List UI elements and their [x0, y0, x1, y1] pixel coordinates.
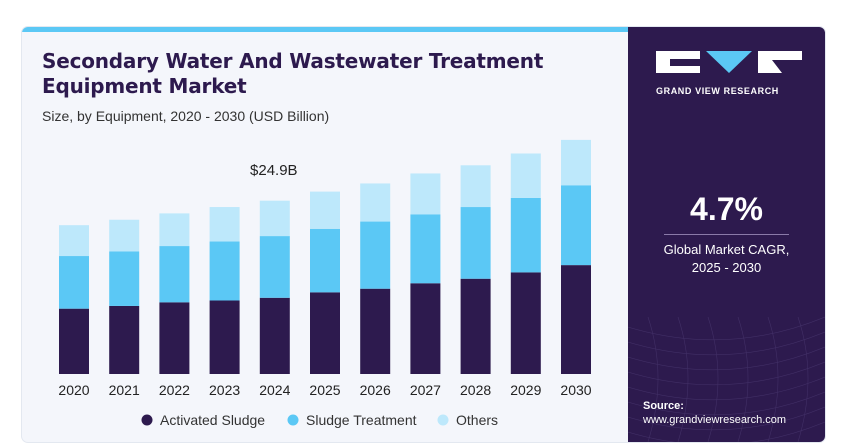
chart-title: Secondary Water And Wastewater Treatment…: [42, 49, 544, 98]
bar-activated-sludge-2028: [460, 278, 491, 374]
grid-mesh-decoration: [628, 316, 825, 442]
chart-panel: Secondary Water And Wastewater Treatment…: [22, 27, 628, 442]
legend-label-activated-sludge: Activated Sludge: [160, 412, 265, 428]
x-tick-label-2021: 2021: [109, 382, 140, 398]
x-tick-label-2020: 2020: [58, 382, 89, 398]
bar-others-2024: [259, 200, 290, 237]
bar-activated-sludge-2026: [360, 288, 391, 374]
legend-marker-sludge-treatment: [287, 414, 299, 426]
bar-activated-sludge-2027: [410, 283, 441, 374]
bar-others-2020: [59, 225, 89, 257]
bar-sludge-treatment-2029: [510, 197, 541, 273]
bar-others-2029: [510, 153, 541, 198]
bar-sludge-treatment-2023: [209, 241, 240, 301]
bar-sludge-treatment-2026: [360, 221, 391, 289]
gvr-logo-icon: [656, 51, 802, 73]
x-tick-label-2025: 2025: [309, 382, 340, 398]
bar-activated-sludge-2024: [259, 297, 290, 374]
bar-sludge-treatment-2020: [59, 256, 89, 309]
legend-label-others: Others: [456, 412, 498, 428]
bar-sludge-treatment-2030: [561, 185, 591, 266]
bar-activated-sludge-2030: [561, 265, 591, 374]
bar-sludge-treatment-2024: [259, 236, 290, 298]
bar-sludge-treatment-2027: [410, 214, 441, 284]
bar-sludge-treatment-2021: [109, 251, 140, 306]
bar-others-2022: [159, 213, 190, 247]
value-callout: $24.9B: [250, 162, 298, 179]
bar-activated-sludge-2023: [209, 300, 240, 374]
bar-others-2026: [360, 183, 391, 222]
source-url[interactable]: www.grandviewresearch.com: [643, 414, 787, 426]
bar-others-2025: [310, 191, 340, 229]
x-tick-label-2027: 2027: [410, 382, 441, 398]
cagr-label-line2: 2025 - 2030: [691, 260, 762, 275]
bar-sludge-treatment-2022: [159, 246, 190, 303]
chart-subtitle: Size, by Equipment, 2020 - 2030 (USD Bil…: [42, 108, 330, 124]
x-tick-label-2022: 2022: [159, 382, 190, 398]
bar-others-2030: [561, 139, 591, 186]
x-tick-label-2026: 2026: [360, 382, 391, 398]
bar-others-2021: [109, 219, 140, 252]
bar-activated-sludge-2025: [310, 292, 340, 374]
legend-label-sludge-treatment: Sludge Treatment: [306, 412, 417, 428]
brand-name: GRAND VIEW RESEARCH: [656, 86, 779, 96]
x-tick-label-2029: 2029: [510, 382, 541, 398]
stacked-bar-chart: 2020 2021 2022 2023 2024 2025 2026 2027 2028 2029…: [58, 139, 592, 428]
x-tick-label-2028: 2028: [460, 382, 491, 398]
x-tick-label-2030: 2030: [560, 382, 591, 398]
bar-activated-sludge-2021: [109, 305, 140, 374]
cagr-label-line1: Global Market CAGR,: [663, 242, 790, 257]
x-tick-label-2024: 2024: [259, 382, 290, 398]
sidebar-panel: GRAND VIEW RESEARCH 4.7% Global Market C…: [628, 27, 825, 442]
accent-bar: [22, 27, 628, 32]
source-label: Source:: [643, 400, 684, 412]
brand-logo: GRAND VIEW RESEARCH: [656, 51, 802, 96]
bar-activated-sludge-2020: [59, 308, 89, 374]
bar-others-2027: [410, 173, 441, 215]
chart-card: Secondary Water And Wastewater Treatment…: [22, 27, 825, 442]
bar-activated-sludge-2022: [159, 302, 190, 374]
cagr-label: Global Market CAGR, 2025 - 2030: [628, 241, 825, 277]
bar-sludge-treatment-2025: [310, 228, 340, 293]
bar-others-2023: [209, 207, 240, 242]
legend-marker-activated-sludge: [141, 414, 153, 426]
source-note: Source: www.grandviewresearch.com: [643, 399, 786, 427]
x-tick-label-2023: 2023: [209, 382, 240, 398]
bar-activated-sludge-2029: [510, 272, 541, 374]
bar-others-2028: [460, 165, 491, 208]
bar-sludge-treatment-2028: [460, 207, 491, 279]
cagr-value: 4.7%: [690, 191, 763, 227]
legend-marker-others: [437, 414, 449, 426]
cagr-divider: [664, 234, 789, 235]
